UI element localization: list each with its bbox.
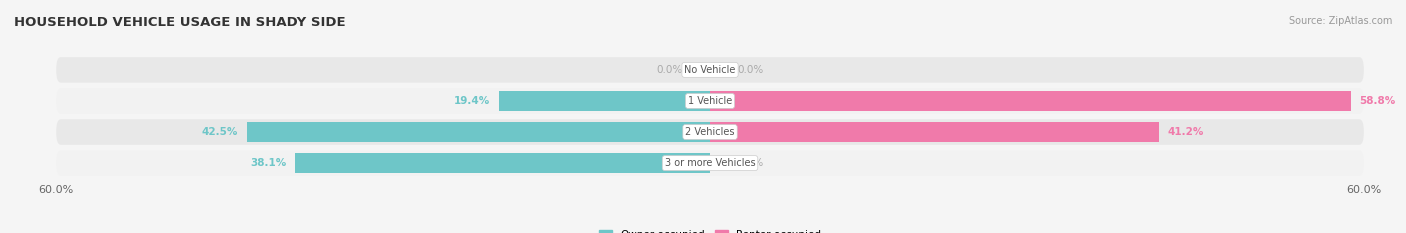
FancyBboxPatch shape	[56, 88, 1364, 114]
Text: 3 or more Vehicles: 3 or more Vehicles	[665, 158, 755, 168]
Bar	[710, 91, 1351, 111]
Text: 1 Vehicle: 1 Vehicle	[688, 96, 733, 106]
Text: 42.5%: 42.5%	[202, 127, 238, 137]
FancyBboxPatch shape	[56, 57, 1364, 83]
Bar	[710, 122, 1159, 142]
Bar	[499, 91, 710, 111]
Text: Source: ZipAtlas.com: Source: ZipAtlas.com	[1288, 16, 1392, 26]
Text: 41.2%: 41.2%	[1167, 127, 1204, 137]
FancyBboxPatch shape	[56, 119, 1364, 145]
Text: HOUSEHOLD VEHICLE USAGE IN SHADY SIDE: HOUSEHOLD VEHICLE USAGE IN SHADY SIDE	[14, 16, 346, 29]
Text: No Vehicle: No Vehicle	[685, 65, 735, 75]
Bar	[295, 154, 710, 173]
Text: 0.0%: 0.0%	[737, 65, 763, 75]
Text: 0.0%: 0.0%	[737, 158, 763, 168]
Text: 38.1%: 38.1%	[250, 158, 287, 168]
Text: 58.8%: 58.8%	[1360, 96, 1396, 106]
Bar	[247, 122, 710, 142]
Legend: Owner-occupied, Renter-occupied: Owner-occupied, Renter-occupied	[595, 226, 825, 233]
Text: 19.4%: 19.4%	[454, 96, 489, 106]
FancyBboxPatch shape	[56, 150, 1364, 176]
Text: 0.0%: 0.0%	[657, 65, 683, 75]
Text: 2 Vehicles: 2 Vehicles	[685, 127, 735, 137]
